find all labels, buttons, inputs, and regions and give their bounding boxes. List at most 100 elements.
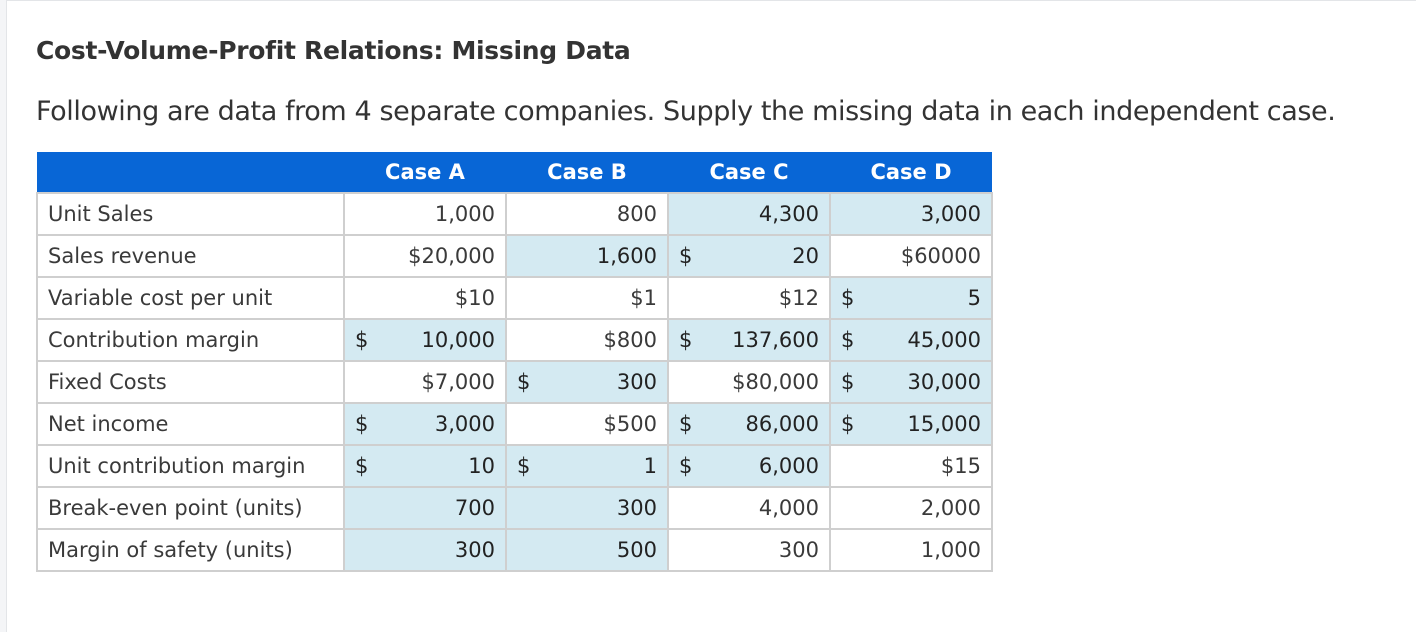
cell-value: $800	[603, 328, 657, 352]
case-c-cell: $12	[667, 276, 831, 320]
case-b-cell-answer-input[interactable]: $1	[505, 444, 669, 488]
cell-value: 6,000	[758, 454, 819, 478]
cell-value: $12	[778, 286, 819, 310]
cell-value: $80,000	[732, 370, 819, 394]
currency-prefix: $	[517, 454, 531, 478]
cell-value: 1,000	[920, 538, 981, 562]
cell-value: 1,000	[434, 202, 495, 226]
currency-prefix: $	[355, 454, 369, 478]
case-c-cell-answer-input[interactable]: $137,600	[667, 318, 831, 362]
currency-prefix: $	[679, 328, 693, 352]
row-label: Margin of safety (units)	[36, 528, 345, 572]
case-d-cell-answer-input[interactable]: $45,000	[829, 318, 993, 362]
row-label: Fixed Costs	[36, 360, 345, 404]
cell-value: 20	[792, 244, 819, 268]
table-row: Margin of safety (units) 300 500 300 1,000	[36, 528, 993, 572]
header-blank	[37, 152, 344, 193]
table-row: Break-even point (units) 700 300 4,000 2,000	[36, 486, 993, 530]
case-d-cell: $60000	[829, 234, 993, 278]
table-header-row: Case A Case B Case C Case D	[37, 152, 992, 193]
row-label: Break-even point (units)	[36, 486, 345, 530]
cell-value: 1	[643, 454, 657, 478]
cell-value: 300	[778, 538, 819, 562]
case-b-cell: $1	[505, 276, 669, 320]
header-case-a: Case A	[344, 152, 506, 193]
currency-prefix: $	[841, 370, 855, 394]
cell-value: $10	[454, 286, 495, 310]
cell-value: $500	[603, 412, 657, 436]
cell-value: 2,000	[920, 496, 981, 520]
case-d-cell-answer-input[interactable]: $5	[829, 276, 993, 320]
currency-prefix: $	[355, 328, 369, 352]
cell-value: 300	[616, 370, 657, 394]
cell-value: 800	[616, 202, 657, 226]
case-c-cell: 4,000	[667, 486, 831, 530]
case-b-cell: $800	[505, 318, 669, 362]
case-d-cell: $15	[829, 444, 993, 488]
table-row: Unit Sales 1,000 800 4,300 3,000	[36, 192, 993, 236]
instructions-text: Following are data from 4 separate compa…	[36, 96, 1336, 127]
case-d-cell-answer-input[interactable]: 3,000	[829, 192, 993, 236]
currency-prefix: $	[679, 244, 693, 268]
currency-prefix: $	[517, 370, 531, 394]
cell-value: 137,600	[732, 328, 819, 352]
page-title: Cost-Volume-Profit Relations: Missing Da…	[36, 36, 631, 65]
case-c-cell-answer-input[interactable]: $6,000	[667, 444, 831, 488]
row-label: Variable cost per unit	[36, 276, 345, 320]
case-b-cell-answer-input[interactable]: $300	[505, 360, 669, 404]
currency-prefix: $	[841, 328, 855, 352]
cell-value: $60000	[900, 244, 981, 268]
row-label: Unit contribution margin	[36, 444, 345, 488]
case-c-cell-answer-input[interactable]: $20	[667, 234, 831, 278]
cell-value: 300	[454, 538, 495, 562]
currency-prefix: $	[841, 286, 855, 310]
cell-value: $15	[940, 454, 981, 478]
currency-prefix: $	[679, 412, 693, 436]
case-a-cell-answer-input[interactable]: 700	[343, 486, 507, 530]
cell-value: 1,600	[596, 244, 657, 268]
row-label: Sales revenue	[36, 234, 345, 278]
cell-value: 3,000	[920, 202, 981, 226]
case-a-cell-answer-input[interactable]: $3,000	[343, 402, 507, 446]
case-c-cell-answer-input[interactable]: $86,000	[667, 402, 831, 446]
row-label: Contribution margin	[36, 318, 345, 362]
case-b-cell-answer-input[interactable]: 1,600	[505, 234, 669, 278]
table-row: Unit contribution margin $10 $1 $6,000 $15	[36, 444, 993, 488]
case-b-cell-answer-input[interactable]: 500	[505, 528, 669, 572]
case-a-cell-answer-input[interactable]: $10	[343, 444, 507, 488]
row-label: Unit Sales	[36, 192, 345, 236]
row-label: Net income	[36, 402, 345, 446]
case-d-cell-answer-input[interactable]: $30,000	[829, 360, 993, 404]
cell-value: 700	[454, 496, 495, 520]
case-b-cell-answer-input[interactable]: 300	[505, 486, 669, 530]
currency-prefix: $	[679, 454, 693, 478]
case-a-cell: $7,000	[343, 360, 507, 404]
table-row: Sales revenue $20,000 1,600 $20 $60000	[36, 234, 993, 278]
case-b-cell: $500	[505, 402, 669, 446]
case-a-cell-answer-input[interactable]: $10,000	[343, 318, 507, 362]
table-row: Contribution margin $10,000 $800 $137,600 $4…	[36, 318, 993, 362]
table-row: Fixed Costs $7,000 $300 $80,000 $30,000	[36, 360, 993, 404]
cell-value: 10	[468, 454, 495, 478]
cell-value: 300	[616, 496, 657, 520]
cell-value: 3,000	[434, 412, 495, 436]
cell-value: 86,000	[745, 412, 819, 436]
case-c-cell: $80,000	[667, 360, 831, 404]
header-case-c: Case C	[668, 152, 830, 193]
case-d-cell-answer-input[interactable]: $15,000	[829, 402, 993, 446]
case-a-cell-answer-input[interactable]: 300	[343, 528, 507, 572]
currency-prefix: $	[355, 412, 369, 436]
case-b-cell: 800	[505, 192, 669, 236]
cell-value: 45,000	[907, 328, 981, 352]
cell-value: 4,300	[758, 202, 819, 226]
cell-value: 15,000	[907, 412, 981, 436]
case-a-cell: $20,000	[343, 234, 507, 278]
case-c-cell-answer-input[interactable]: 4,300	[667, 192, 831, 236]
header-case-b: Case B	[506, 152, 668, 193]
cell-value: $7,000	[421, 370, 495, 394]
cell-value: 5	[967, 286, 981, 310]
left-gutter	[0, 0, 6, 632]
table-row: Variable cost per unit $10 $1 $12 $5	[36, 276, 993, 320]
case-a-cell: $10	[343, 276, 507, 320]
case-c-cell: 300	[667, 528, 831, 572]
